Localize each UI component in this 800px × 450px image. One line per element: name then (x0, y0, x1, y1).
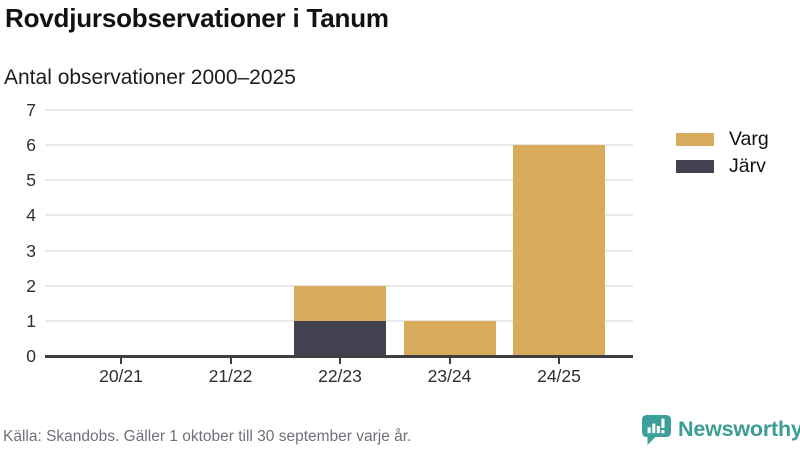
x-tick-mark (229, 357, 232, 364)
newsworthy-logo[interactable]: Newsworthy (641, 414, 800, 447)
x-tick-mark (339, 357, 341, 364)
legend-item-jarv: Järv (676, 155, 769, 177)
legend-label-varg: Varg (729, 127, 769, 150)
gridline-y6 (45, 144, 633, 147)
y-tick-label: 2 (26, 275, 36, 296)
bar-järv-22-23 (294, 320, 386, 356)
chart-subtitle: Antal observationer 2000–2025 (4, 66, 296, 89)
gridline-y3 (45, 249, 633, 252)
x-tick-label: 23/24 (427, 366, 472, 386)
chart-legend: Varg Järv (676, 128, 769, 182)
y-tick-label: 0 (26, 346, 36, 366)
bar-varg-24-25 (513, 145, 605, 356)
x-tick-label: 22/23 (318, 366, 362, 386)
gridline-y7 (45, 109, 633, 111)
legend-swatch-jarv (676, 159, 714, 173)
x-tick-label: 20/21 (99, 366, 143, 386)
y-tick-label: 1 (26, 310, 36, 331)
legend-label-jarv: Järv (729, 154, 766, 177)
legend-swatch-varg (676, 132, 714, 146)
x-tick-label: 21/22 (208, 366, 253, 386)
y-tick-label: 6 (26, 135, 36, 156)
source-attribution: Källa: Skandobs. Gäller 1 oktober till 3… (3, 428, 412, 445)
bar-varg-22-23 (294, 285, 386, 321)
newsworthy-wordmark: Newsworthy (678, 417, 800, 441)
legend-item-varg: Varg (676, 128, 769, 150)
bar-varg-23-24 (403, 320, 496, 356)
x-tick-mark (448, 357, 451, 364)
newsworthy-speech-bubble-chart-icon (642, 415, 671, 445)
y-tick-label: 5 (26, 170, 36, 191)
gridline-y4 (45, 214, 633, 217)
y-tick-label: 3 (26, 240, 36, 261)
y-tick-label: 4 (26, 205, 36, 226)
x-axis-line (45, 355, 633, 358)
gridline-y5 (45, 179, 633, 182)
page-title: Rovdjursobservationer i Tanum (5, 3, 389, 33)
x-tick-label: 24/25 (537, 366, 581, 386)
y-tick-label: 7 (26, 100, 36, 120)
x-tick-mark (558, 357, 560, 364)
x-tick-mark (120, 357, 122, 364)
